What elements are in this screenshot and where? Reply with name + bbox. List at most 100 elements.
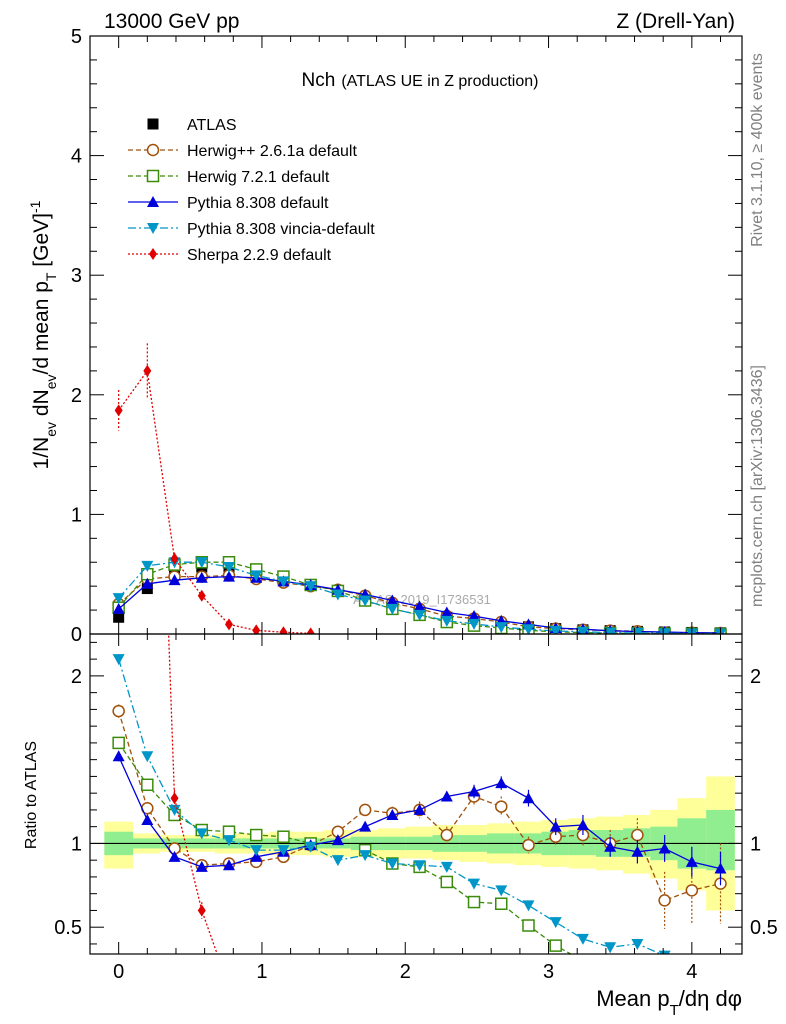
marker-vincia [413,860,426,872]
marker-vincia [549,917,562,929]
marker-herwig_old [358,803,372,817]
legend: ATLAS Herwig++ 2.6.1a default Herwig 7.2.1… [128,117,375,264]
marker-herwig_old [658,894,671,907]
marker-pythia [222,570,235,582]
y-tick-label: 1 [71,504,82,526]
marker-pythia [658,842,671,854]
marker-sherpa [252,995,260,1007]
marker-vincia [359,850,372,862]
marker-vincia [222,562,235,574]
marker-herwig_new [632,975,643,986]
marker-vincia [277,845,290,857]
legend-label-herwig_old: Herwig++ 2.6.1a default [187,143,357,160]
marker-pythia [685,855,698,867]
marker-pythia [549,820,562,832]
legend-marker-herwig_new [146,169,160,183]
marker-vincia [195,557,208,569]
marker-sherpa [225,982,233,994]
mcplots-label: mcplots.cern.ch [arXiv:1306.3436] [749,365,766,607]
x-tick-label: 3 [543,961,554,983]
marker-vincia [331,589,344,601]
marker-vincia [277,576,290,588]
ratio-y-tick-label-right: 1 [750,833,761,855]
marker-sherpa [170,792,179,805]
marker-pythia [714,862,727,874]
ratio-y-tick-label-right: 2 [750,666,761,688]
marker-vincia [413,609,426,621]
series-line-sherpa [118,369,311,634]
header-right: Z (Drell-Yan) [616,10,735,33]
axes: 0 1 2 3 4 0 1 2 3 4 5 0.5 0.5 1 1 2 2 [54,26,778,983]
marker-sherpa [224,618,233,631]
x-axis-title: Mean pT/dη dφ [596,986,742,1019]
marker-sherpa [143,364,152,377]
marker-herwig_old [112,704,125,718]
marker-pythia [386,808,399,820]
marker-sherpa [170,552,179,565]
marker-pythia [359,820,372,832]
legend-label-vincia: Pythia 8.308 vincia-default [187,221,375,238]
y-tick-label: 5 [71,26,82,48]
main-title: Nch (ATLAS UE in Z production) [302,70,539,91]
marker-pythia [222,859,235,871]
y-tick-label: 3 [71,265,82,287]
x-tick-label: 4 [686,961,697,983]
marker-pythia [631,845,644,857]
marker-pythia [141,577,154,589]
marker-vincia [658,628,671,634]
marker-sherpa [197,904,206,917]
ratio-frame [89,633,743,955]
marker-herwig_old [440,828,454,842]
marker-vincia [141,560,154,572]
marker-sherpa [252,624,261,634]
marker-vincia [495,622,508,634]
marker-herwig_new [549,939,562,952]
marker-pythia [604,840,617,852]
marker-herwig_old [631,828,644,842]
legend-marker-data [147,118,159,130]
marker-pythia [331,834,344,846]
legend-marker-sherpa [149,248,157,260]
marker-herwig_new [249,828,263,842]
marker-vincia [359,595,372,607]
marker-vincia [468,618,481,630]
y-tick-label: 2 [71,385,82,407]
marker-herwig_new [467,895,481,909]
series-line-herwig_old [118,710,721,902]
marker-sherpa [306,627,315,634]
marker-pythia [413,803,426,815]
marker-herwig_new [141,778,154,792]
marker-data [113,611,125,623]
marker-herwig_new [440,875,454,889]
marker-vincia [604,942,617,954]
marker-vincia [468,878,481,890]
legend-marker-herwig_old [146,143,160,157]
main-series [112,343,727,634]
marker-sherpa [279,626,288,634]
marker-vincia [440,861,453,873]
marker-pythia [468,610,481,622]
main-title-sub: (ATLAS UE in Z production) [341,73,538,90]
x-tick-label: 0 [113,961,124,983]
main-title-main: Nch [302,70,336,91]
marker-pythia [413,600,426,612]
x-tick-label: 1 [256,961,267,983]
marker-vincia [195,828,208,840]
legend-label-herwig_new: Herwig 7.2.1 default [187,169,330,186]
marker-herwig_new [495,897,508,910]
marker-vincia [386,603,399,615]
marker-herwig_new [605,965,616,976]
marker-herwig_old [685,884,699,897]
marker-pythia [195,571,208,583]
marker-pythia [495,777,508,789]
marker-vincia [440,615,453,627]
marker-sherpa [197,589,206,602]
marker-vincia [304,581,317,593]
main-ylabel: 1/Nev dNev/d mean pT [GeV]-1 [27,200,59,469]
marker-vincia [495,885,508,897]
marker-herwig_old [495,800,508,813]
marker-herwig_old [522,838,535,852]
marker-vincia [549,626,562,634]
marker-herwig_new [112,736,125,750]
